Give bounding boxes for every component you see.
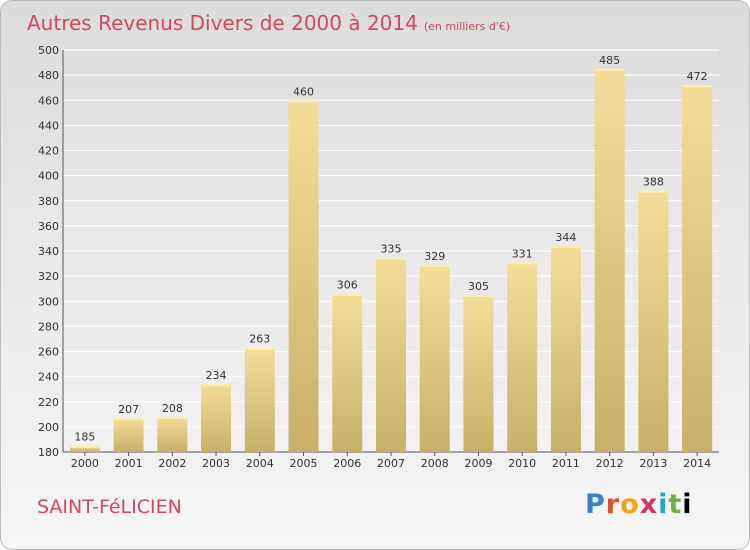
bar-top-highlight — [550, 245, 581, 248]
y-tick-label: 500 — [38, 44, 59, 57]
bar — [419, 264, 450, 452]
y-tick-label: 360 — [38, 220, 59, 233]
data-label: 234 — [206, 369, 227, 382]
data-label: 207 — [118, 403, 139, 416]
y-tick-label: 300 — [38, 295, 59, 308]
data-label: 460 — [293, 85, 314, 98]
x-tick-label: 2005 — [290, 457, 318, 470]
data-label: 331 — [512, 247, 533, 260]
logo-letter: x — [639, 489, 659, 520]
bar — [288, 100, 319, 452]
y-tick-label: 180 — [38, 446, 59, 459]
data-label: 208 — [162, 402, 183, 415]
bar — [682, 85, 713, 453]
bar-top-highlight — [507, 262, 538, 265]
y-tick-label: 380 — [38, 195, 59, 208]
bar — [507, 262, 538, 452]
bar-top-highlight — [594, 68, 625, 71]
logo-letter: r — [605, 489, 621, 520]
bar-top-highlight — [288, 100, 319, 103]
x-tick-label: 2000 — [71, 457, 99, 470]
data-label: 306 — [337, 279, 358, 292]
data-label: 335 — [381, 242, 402, 255]
logo-letter: i — [658, 489, 669, 520]
logo-letter: P — [585, 489, 606, 520]
data-label: 472 — [687, 70, 708, 83]
x-tick-label: 2013 — [639, 457, 667, 470]
bar-top-highlight — [201, 384, 232, 387]
y-tick-label: 240 — [38, 371, 59, 384]
data-label: 263 — [249, 333, 270, 346]
x-tick-label: 2012 — [596, 457, 624, 470]
bar — [463, 294, 494, 452]
data-label: 329 — [424, 250, 445, 263]
y-tick-label: 280 — [38, 320, 59, 333]
bar — [244, 347, 275, 452]
x-tick-label: 2010 — [508, 457, 536, 470]
y-tick-label: 480 — [38, 69, 59, 82]
bar — [376, 257, 406, 452]
bar-top-highlight — [69, 445, 100, 448]
data-label: 388 — [643, 176, 664, 189]
x-tick-label: 2001 — [115, 457, 143, 470]
bar-top-highlight — [638, 190, 669, 193]
x-tick-label: 2003 — [202, 457, 230, 470]
bar — [157, 416, 188, 452]
bar — [638, 190, 669, 452]
bar-top-highlight — [244, 347, 275, 350]
y-tick-label: 440 — [38, 119, 59, 132]
chart-unit: (en milliers d'€) — [423, 20, 511, 33]
y-tick-label: 320 — [38, 270, 59, 283]
bar-top-highlight — [376, 257, 406, 260]
y-tick-label: 340 — [38, 245, 59, 258]
data-label: 185 — [74, 431, 95, 444]
y-tick-label: 220 — [38, 396, 59, 409]
bar-top-highlight — [113, 418, 144, 421]
bar — [69, 445, 100, 452]
chart-title-text: Autres Revenus Divers de 2000 à 2014 — [27, 11, 418, 35]
data-label: 344 — [555, 231, 576, 244]
x-tick-label: 2002 — [158, 457, 186, 470]
bar — [594, 68, 625, 452]
logo-letter: i — [682, 489, 693, 520]
data-label: 305 — [468, 280, 489, 293]
bar — [201, 384, 232, 452]
bar — [113, 418, 144, 452]
x-tick-label: 2006 — [333, 457, 361, 470]
y-tick-label: 260 — [38, 346, 59, 359]
y-tick-label: 420 — [38, 145, 59, 158]
logo-letter: o — [620, 489, 640, 520]
bar-top-highlight — [463, 294, 494, 297]
bar — [332, 293, 363, 452]
bar-top-highlight — [332, 293, 363, 296]
data-label: 485 — [599, 54, 620, 67]
x-tick-label: 2004 — [246, 457, 274, 470]
y-tick-label: 400 — [38, 170, 59, 183]
x-tick-label: 2009 — [464, 457, 492, 470]
x-tick-label: 2008 — [421, 457, 449, 470]
bar — [550, 245, 581, 452]
y-tick-label: 460 — [38, 94, 59, 107]
proxiti-logo: Proxiti — [585, 489, 693, 520]
x-tick-label: 2011 — [552, 457, 580, 470]
bar-top-highlight — [157, 416, 188, 419]
chart-title: Autres Revenus Divers de 2000 à 2014 (en … — [27, 11, 510, 35]
bar-top-highlight — [419, 264, 450, 267]
x-tick-label: 2014 — [683, 457, 711, 470]
commune-name: SAINT-FéLICIEN — [37, 496, 182, 518]
logo-letter: t — [668, 489, 683, 520]
x-tick-label: 2007 — [377, 457, 405, 470]
y-tick-label: 200 — [38, 421, 59, 434]
bar-top-highlight — [682, 85, 713, 88]
